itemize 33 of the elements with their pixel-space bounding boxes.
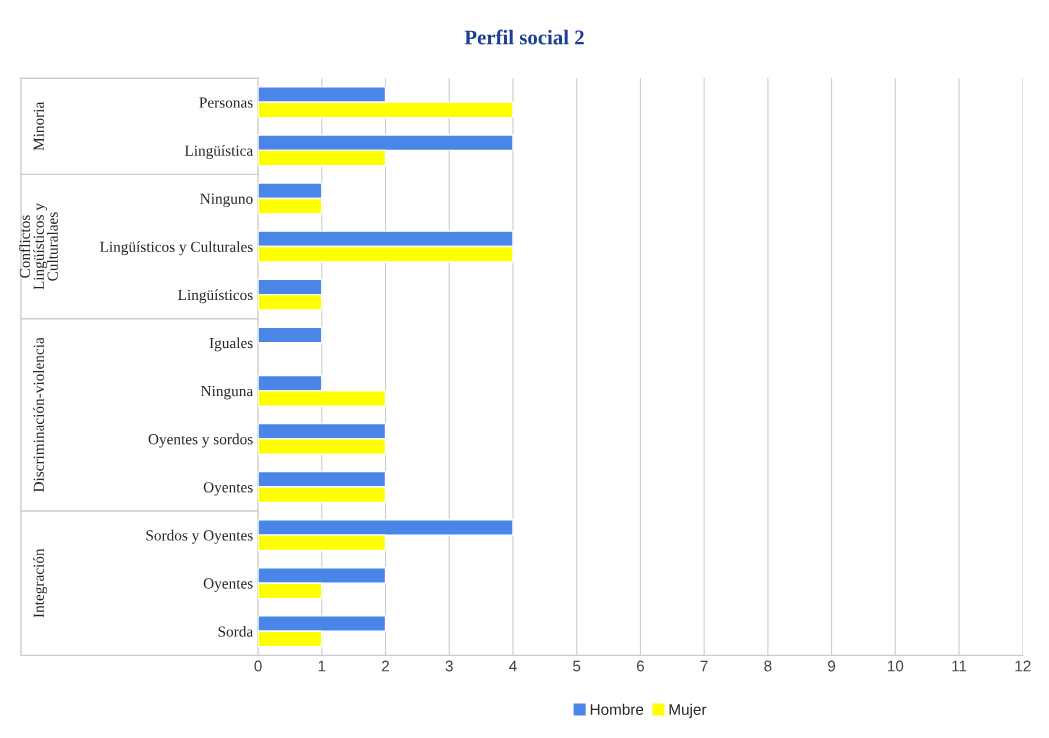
x-tick-label: 7 (700, 660, 708, 672)
text: Discriminación-violencia (33, 337, 44, 493)
bar (258, 326, 323, 344)
y-tick-label: Oyentes (203, 578, 253, 592)
x-tick-label: 12 (1015, 660, 1031, 672)
legend-label: Hombre (590, 703, 644, 715)
y-tick-label: Sordos y Oyentes (146, 529, 253, 544)
x-tick-label: 4 (509, 660, 517, 672)
text: Minoria (33, 101, 44, 151)
x-tick-label: 2 (382, 660, 389, 672)
x-tick-label: 3 (445, 660, 453, 672)
y-tick-label: Lingüística (184, 145, 253, 159)
y-tick-label: Lingüísticos y Culturales (100, 241, 253, 256)
x-tick-label: 8 (764, 660, 772, 672)
y-tick-label: Ninguna (201, 385, 253, 400)
y-tick-label: Ninguno (200, 193, 253, 208)
x-tick-label: 10 (887, 660, 904, 672)
chart-title: Perfil social 2 (464, 29, 584, 45)
x-tick-label: 11 (952, 660, 967, 672)
x-tick-label: 5 (573, 660, 581, 672)
x-tick-label: 1 (318, 660, 326, 672)
y-tick-label: Oyentes (203, 482, 253, 496)
text: Integración (33, 548, 48, 618)
y-tick-label: Personas (199, 97, 253, 108)
y-tick-label: Iguales (209, 337, 253, 352)
legend-label: Mujer (669, 703, 707, 718)
y-tick-label: Lingüísticos (178, 289, 253, 304)
x-tick-label: 6 (636, 660, 644, 672)
x-tick-label: 0 (254, 660, 262, 672)
y-tick-label: Oyentes y sordos (148, 433, 253, 448)
x-tick-label: 9 (828, 660, 836, 672)
text: Conflictos Lingüísticos y Culturalaes (19, 203, 58, 290)
y-tick-label: Sorda (218, 626, 253, 637)
